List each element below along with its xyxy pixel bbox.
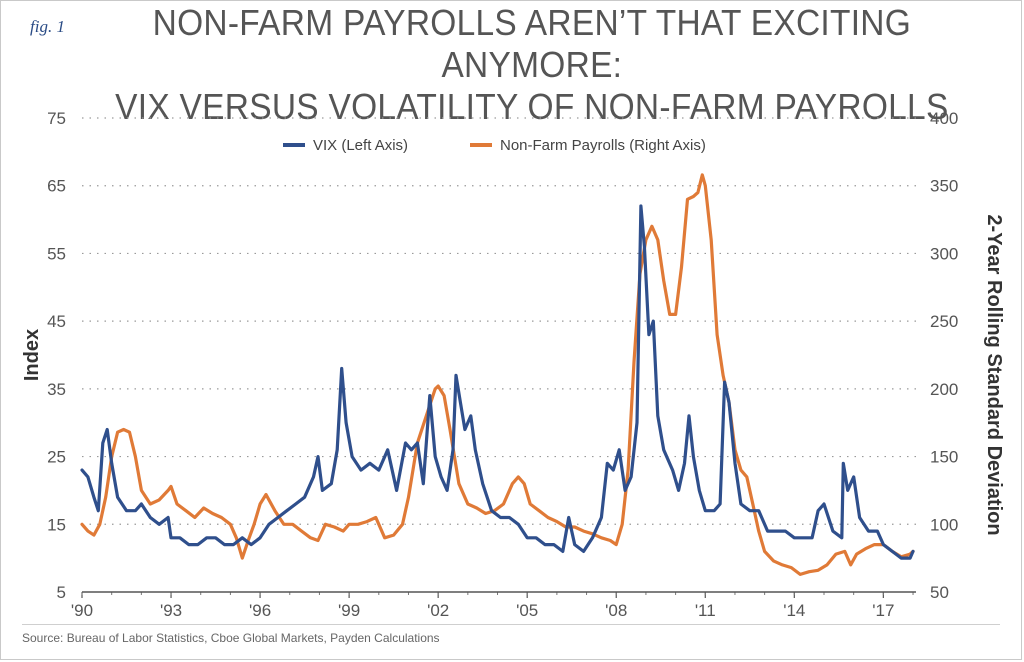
- left-tick-label: 45: [47, 312, 66, 331]
- legend-vix-label: VIX (Left Axis): [313, 137, 408, 154]
- source-note: Source: Bureau of Labor Statistics, Cboe…: [22, 631, 440, 645]
- right-tick-label: 400: [930, 109, 958, 128]
- left-axis-ticks: 5 15 25 35 45 55 65 75: [47, 109, 66, 602]
- chart-title-line-1: NON-FARM PAYROLLS AREN’T THAT EXCITING A…: [152, 2, 912, 85]
- left-tick-label: 15: [47, 515, 66, 534]
- gridlines: [82, 117, 916, 525]
- right-tick-label: 200: [930, 380, 958, 399]
- x-tick-label: '05: [516, 601, 538, 620]
- x-tick-label: '08: [605, 601, 627, 620]
- x-tick-label: '90: [71, 601, 93, 620]
- x-tick-label: '02: [427, 601, 449, 620]
- x-tick-label: '14: [783, 601, 805, 620]
- left-tick-label: 55: [47, 244, 66, 263]
- legend: VIX (Left Axis) Non-Farm Payrolls (Right …: [283, 137, 706, 154]
- left-tick-label: 25: [47, 448, 66, 467]
- right-tick-label: 150: [930, 448, 958, 467]
- right-tick-label: 250: [930, 312, 958, 331]
- vix-series-line: [80, 204, 915, 560]
- right-tick-label: 350: [930, 177, 958, 196]
- right-axis-ticks: 50 100 150 200 250 300 350 400: [930, 109, 958, 602]
- x-tick-label: '96: [249, 601, 271, 620]
- source-divider: [22, 624, 1000, 625]
- x-tick-label: '11: [695, 601, 716, 620]
- legend-nfp-label: Non-Farm Payrolls (Right Axis): [500, 137, 706, 154]
- left-tick-label: 65: [47, 177, 66, 196]
- series-lines: [80, 173, 915, 576]
- x-tick-label: '93: [160, 601, 182, 620]
- chart-title: NON-FARM PAYROLLS AREN’T THAT EXCITING A…: [37, 2, 989, 128]
- left-axis-title: Index: [21, 329, 43, 381]
- figure-label: fig. 1: [30, 17, 65, 36]
- right-axis-title: 2-Year Rolling Standard Deviation: [983, 214, 1005, 535]
- left-tick-label: 75: [47, 109, 66, 128]
- right-tick-label: 300: [930, 244, 958, 263]
- x-tick-label: '17: [872, 601, 894, 620]
- x-axis-ticks: '90 '93 '96 '99 '02 '05 '08 '11 '14 '17: [71, 592, 914, 620]
- left-tick-label: 35: [47, 380, 66, 399]
- right-tick-label: 50: [930, 583, 949, 602]
- nfp-series-line: [80, 173, 915, 576]
- left-tick-label: 5: [57, 583, 66, 602]
- right-tick-label: 100: [930, 515, 958, 534]
- x-tick-label: '99: [338, 601, 360, 620]
- chart-title-line-2: VIX VERSUS VOLATILITY OF NON-FARM PAYROL…: [115, 86, 949, 127]
